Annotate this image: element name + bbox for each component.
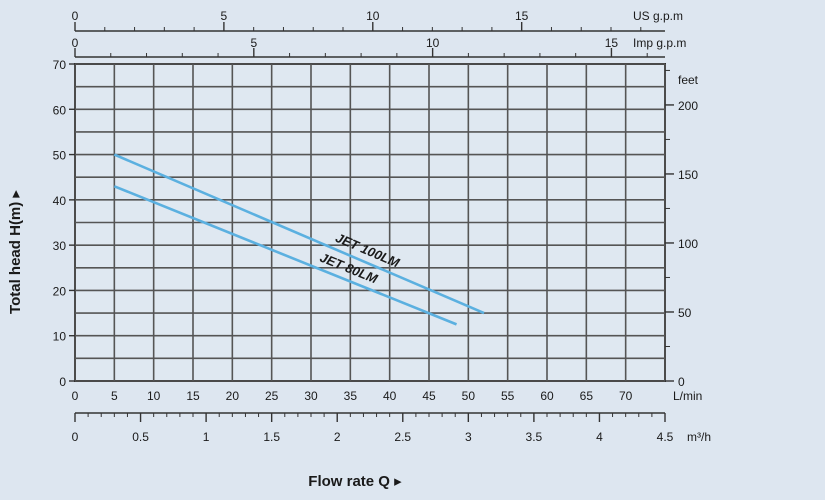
y-tick-label: 0: [59, 375, 66, 389]
y-tick-label: 10: [53, 330, 67, 344]
y-tick-label: 50: [53, 149, 67, 163]
m3h-tick-label: 0.5: [132, 430, 149, 444]
imp-gpm-tick-label: 5: [250, 36, 257, 50]
series-line-jet-80lm: [113, 185, 458, 326]
x-axis-title: Flow rate Q ▸: [308, 473, 402, 490]
y-tick-label: 70: [53, 58, 67, 72]
y-tick-label: 20: [53, 284, 67, 298]
x-unit-label: L/min: [673, 389, 702, 403]
x-tick-label: 40: [383, 389, 397, 403]
us-gpm-unit-label: US g.p.m: [633, 9, 683, 23]
x-tick-label: 60: [540, 389, 554, 403]
feet-axis: 0 50 100 150 200 feet: [665, 69, 699, 389]
x-tick-label: 70: [619, 389, 633, 403]
y-tick-label: 40: [53, 194, 67, 208]
us-gpm-tick-label: 15: [515, 9, 529, 23]
y-axis-title: Total head H(m) ▸: [7, 190, 24, 314]
feet-unit-label: feet: [678, 73, 699, 87]
m3h-unit-label: m³/h: [687, 430, 711, 444]
y-axis: 0 10 20 30 40 50 60 70: [53, 58, 75, 389]
m3h-tick-label: 2: [334, 430, 341, 444]
us-gpm-tick-label: 10: [366, 9, 380, 23]
x-tick-label: 15: [186, 389, 200, 403]
x-tick-label: 5: [111, 389, 118, 403]
x-tick-label: 55: [501, 389, 515, 403]
top-axes: 0 5 10 15 US g.p.m 0 5 10 15 Imp g.p.m: [72, 9, 686, 58]
imp-gpm-tick-label: 15: [605, 36, 619, 50]
x-tick-label: 65: [580, 389, 594, 403]
feet-tick-label: 50: [678, 306, 692, 320]
us-gpm-tick-label: 0: [72, 9, 79, 23]
m3h-tick-label: 1.5: [263, 430, 280, 444]
x-tick-label: 20: [226, 389, 240, 403]
feet-tick-label: 200: [678, 99, 698, 113]
x-tick-label: 0: [72, 389, 79, 403]
series-line-jet-100lm: [113, 153, 485, 315]
us-gpm-tick-label: 5: [221, 9, 228, 23]
imp-gpm-unit-label: Imp g.p.m: [633, 36, 686, 50]
y-tick-label: 30: [53, 239, 67, 253]
feet-tick-label: 100: [678, 237, 698, 251]
m3h-tick-label: 1: [203, 430, 210, 444]
x-tick-label: 35: [344, 389, 358, 403]
bottom-axes: 0 5 10 15 20 25 30 35 40 45 50 55 60 65 70 L/min 0 0.5 1 1.…: [72, 389, 711, 444]
x-tick-label: 25: [265, 389, 279, 403]
imp-gpm-tick-label: 0: [72, 36, 79, 50]
m3h-tick-label: 3.5: [526, 430, 543, 444]
y-tick-label: 60: [53, 103, 67, 117]
x-tick-label: 10: [147, 389, 161, 403]
grid: [74, 63, 666, 382]
x-tick-label: 30: [304, 389, 318, 403]
m3h-tick-label: 4: [596, 430, 603, 444]
feet-tick-label: 0: [678, 375, 685, 389]
x-tick-label: 45: [422, 389, 436, 403]
m3h-tick-label: 2.5: [394, 430, 411, 444]
m3h-tick-label: 0: [72, 430, 79, 444]
feet-tick-label: 150: [678, 168, 698, 182]
imp-gpm-tick-label: 10: [426, 36, 440, 50]
m3h-tick-label: 4.5: [657, 430, 674, 444]
m3h-tick-label: 3: [465, 430, 472, 444]
x-tick-label: 50: [462, 389, 476, 403]
